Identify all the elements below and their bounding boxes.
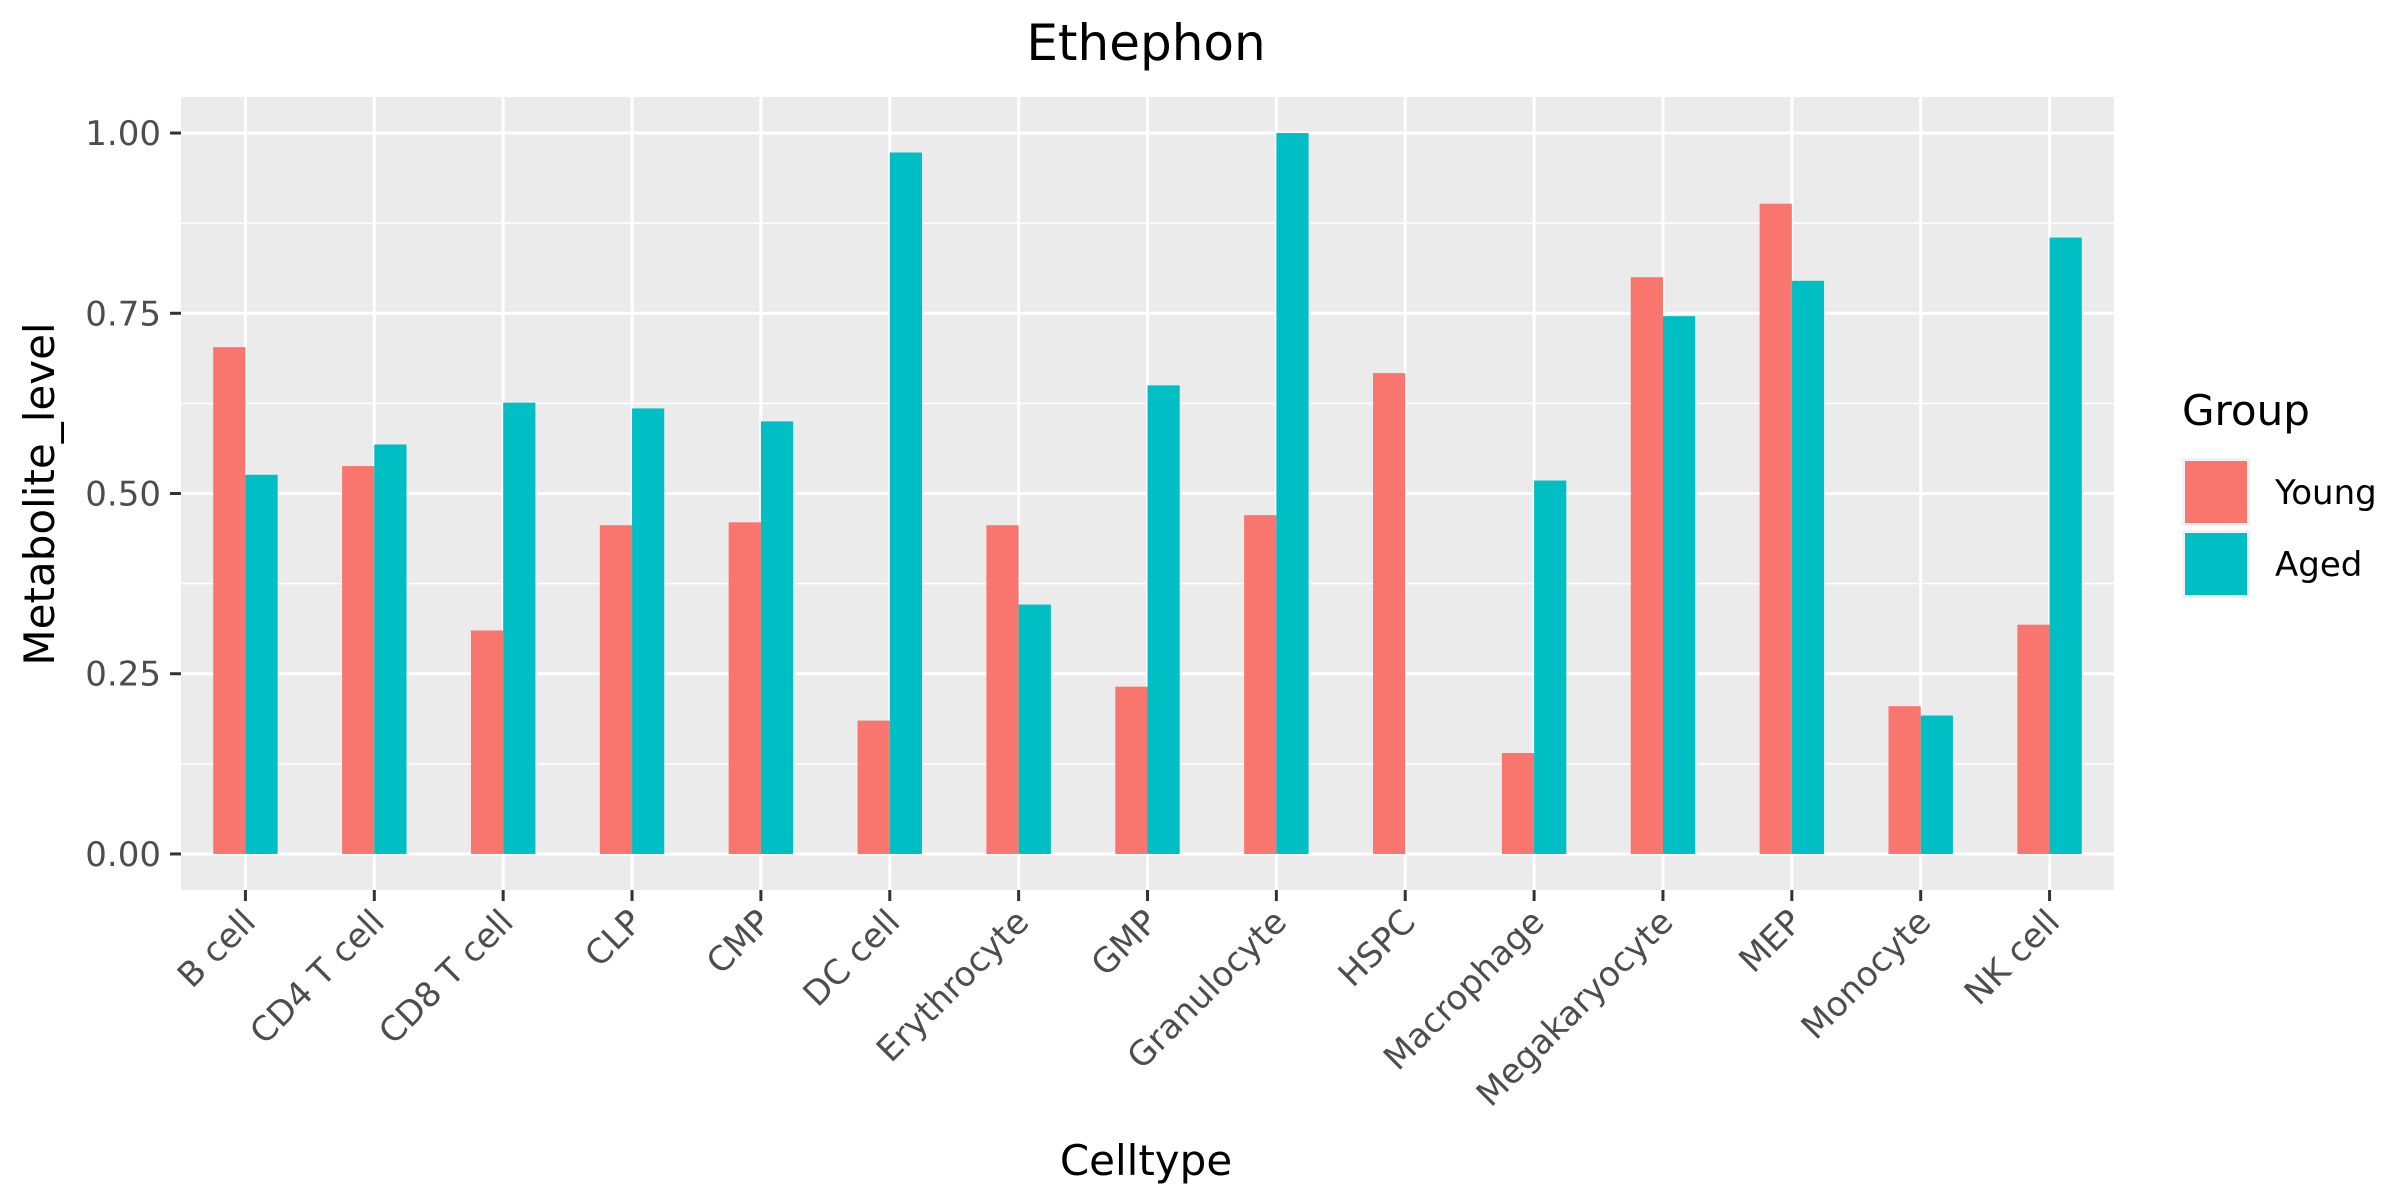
bar-young-cd4-t-cell <box>342 466 375 854</box>
bar-young-b-cell <box>213 347 246 854</box>
y-axis-ticks: 0.00 0.25 0.50 0.75 1.00 <box>85 114 181 875</box>
y-tick-label: 1.00 <box>85 114 161 154</box>
x-tick-label: CD4 T cell <box>242 902 392 1052</box>
x-tick-label: CMP <box>699 902 779 982</box>
bar-young-clp <box>599 525 633 854</box>
bar-young-gmp <box>1115 686 1148 854</box>
legend-title: Group <box>2182 386 2310 435</box>
y-tick-label: 0.75 <box>85 294 161 334</box>
bar-aged-megakaryocyte <box>1662 316 1696 854</box>
x-axis-title: Celltype <box>1060 1136 1232 1185</box>
legend-swatch-young <box>2185 461 2247 523</box>
bar-young-hspc <box>1373 373 1406 854</box>
bar-aged-monocyte <box>1920 715 1953 854</box>
y-tick-label: 0.25 <box>85 655 161 695</box>
x-tick-label: DC cell <box>796 902 909 1015</box>
bar-aged-mep <box>1791 280 1825 854</box>
bar-aged-cd8-t-cell <box>503 402 536 854</box>
bar-young-dc-cell <box>857 720 890 854</box>
bar-aged-cd4-t-cell <box>374 444 407 854</box>
bar-aged-macrophage <box>1534 480 1567 854</box>
x-tick-label: MEP <box>1731 902 1810 981</box>
y-tick-label: 0.50 <box>85 475 161 515</box>
bar-young-monocyte <box>1888 706 1921 854</box>
x-tick-label: HSPC <box>1331 902 1424 995</box>
x-tick-label: B cell <box>170 902 264 996</box>
bar-young-mep <box>1759 203 1792 854</box>
bar-young-macrophage <box>1501 753 1535 854</box>
y-axis-title: Metabolite_level <box>15 322 64 665</box>
legend: Group Young Aged <box>2182 386 2377 598</box>
bar-young-erythrocyte <box>986 525 1019 854</box>
legend-label-young: Young <box>2274 473 2377 513</box>
bar-aged-nk-cell <box>2049 237 2082 854</box>
legend-swatch-aged <box>2185 533 2247 595</box>
chart-title: Ethephon <box>1026 14 1265 72</box>
legend-label-aged: Aged <box>2275 545 2362 585</box>
bar-young-granulocyte <box>1244 515 1277 854</box>
bar-young-cmp <box>728 522 761 854</box>
bar-aged-clp <box>632 408 665 854</box>
x-tick-label: CD8 T cell <box>371 902 521 1052</box>
x-tick-label: NK cell <box>1957 902 2068 1013</box>
bar-aged-gmp <box>1147 385 1180 854</box>
bar-aged-erythrocyte <box>1018 604 1051 854</box>
x-tick-label: GMP <box>1084 902 1166 984</box>
bar-young-nk-cell <box>2017 624 2050 854</box>
x-tick-label: Monocyte <box>1794 902 1939 1047</box>
x-tick-label: CLP <box>577 902 650 975</box>
bar-aged-b-cell <box>245 474 278 854</box>
bar-aged-cmp <box>760 421 794 854</box>
bars <box>213 133 2082 854</box>
bar-young-cd8-t-cell <box>470 630 504 854</box>
bar-aged-dc-cell <box>889 152 922 854</box>
bar-young-megakaryocyte <box>1630 277 1663 854</box>
bar-aged-granulocyte <box>1276 133 1309 854</box>
y-tick-label: 0.00 <box>85 835 161 875</box>
